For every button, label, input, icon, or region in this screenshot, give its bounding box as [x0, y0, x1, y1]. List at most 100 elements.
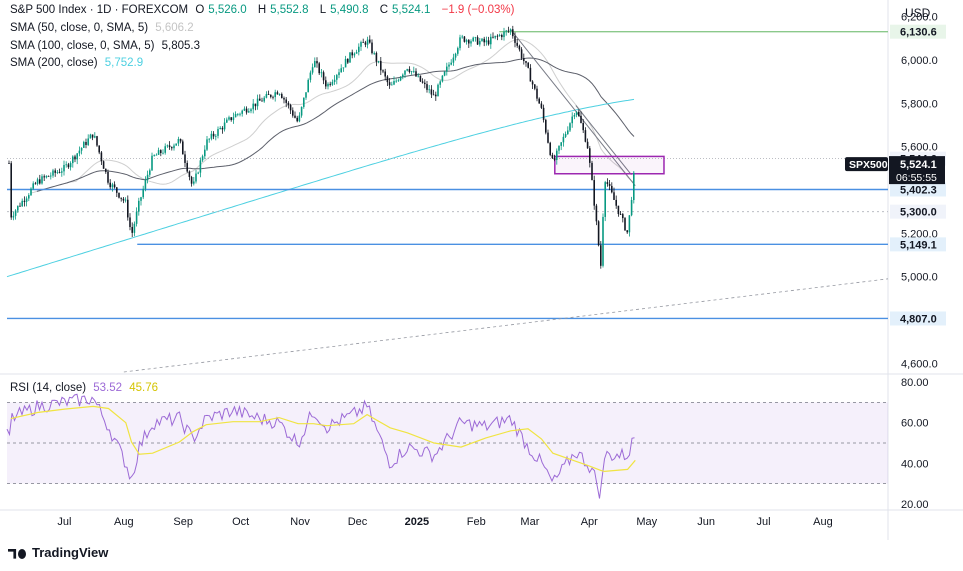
candle-body [21, 200, 23, 207]
sma100-legend[interactable]: SMA (100, close, 0, SMA, 5) 5,805.3 [10, 40, 201, 52]
level-label-bg [890, 24, 946, 39]
candle-body [487, 40, 490, 45]
candle-body [340, 68, 342, 73]
candle-body [54, 170, 56, 173]
candle-body [375, 52, 378, 62]
candle-body [520, 49, 523, 59]
candle-body [534, 84, 536, 89]
candle-body [212, 133, 215, 137]
candle-body [219, 127, 221, 130]
candle-body [138, 200, 140, 212]
time-tick-label: Jul [57, 516, 71, 528]
candle-body [492, 36, 494, 38]
candle-body [72, 156, 74, 164]
candle-body [322, 72, 325, 81]
candle-body [613, 192, 615, 200]
candle-body [206, 139, 208, 150]
candle-body [582, 123, 584, 131]
sma50-value: 5,606.2 [155, 22, 194, 34]
candle-body [362, 42, 364, 43]
candle-body [402, 74, 404, 77]
candle-body [107, 171, 109, 183]
downtrend-line[interactable] [510, 29, 636, 186]
candle-body [617, 205, 620, 215]
candle-body [292, 110, 294, 116]
change-value: −1.9 (−0.03%) [441, 4, 515, 16]
candle-body [94, 136, 96, 138]
candle-body [63, 165, 65, 172]
candle-body [243, 108, 246, 111]
rsi-value: 53.52 [93, 382, 123, 394]
candle-body [318, 63, 320, 74]
candle-body [373, 52, 375, 54]
candle-body [536, 88, 538, 99]
candle-body [56, 172, 59, 173]
candle-body [461, 36, 463, 38]
low-value: 5,490.8 [330, 4, 369, 16]
time-tick-label: Jun [697, 516, 715, 528]
time-tick-label: Oct [232, 516, 249, 528]
candle-body [241, 110, 243, 114]
candle-body [380, 60, 382, 71]
candle-body [215, 135, 217, 137]
candle-body [89, 134, 92, 139]
candle-body [329, 83, 331, 85]
candle-body [347, 58, 349, 63]
candle-body [437, 84, 439, 97]
candle-body [419, 75, 422, 82]
time-tick-label: Aug [114, 516, 134, 528]
candle-body [173, 145, 175, 149]
candle-body [133, 223, 136, 233]
candle-body [336, 75, 338, 80]
level-label-bg [890, 311, 946, 326]
candle-body [230, 117, 232, 121]
symbol-tag[interactable]: SPX500 [849, 159, 888, 171]
sma50-legend[interactable]: SMA (50, close, 0, SMA, 5) 5,606.2 [10, 22, 194, 34]
candle-body [553, 158, 556, 160]
rsi-tick-label: 40.00 [901, 458, 929, 470]
sma200-legend[interactable]: SMA (200, close) 5,752.9 [10, 57, 144, 69]
candle-body [217, 129, 219, 136]
bar-countdown: 06:55:55 [896, 172, 937, 184]
currency-label[interactable]: USD [905, 6, 931, 20]
tradingview-logo[interactable]: TradingView [8, 545, 108, 560]
price-tick-label: 6,000.0 [901, 55, 938, 67]
candle-body [43, 176, 45, 178]
downtrend-line-2[interactable] [575, 105, 632, 176]
candle-body [470, 41, 472, 44]
rsi-legend[interactable]: RSI (14, close) 53.52 45.76 [10, 382, 159, 394]
candle-body [144, 179, 147, 189]
symbol-tag-bg [845, 157, 888, 172]
candle-body [463, 36, 466, 42]
resistance-zone-box[interactable] [554, 155, 665, 175]
candle-body [208, 138, 210, 140]
candle-body [512, 29, 514, 37]
candle-body [606, 182, 609, 185]
candle-body [386, 76, 389, 83]
candle-body [424, 82, 426, 85]
candle-body [624, 218, 626, 231]
candle-body [571, 116, 573, 124]
candle-body [349, 52, 351, 63]
candle-body [593, 180, 595, 206]
candle-body [182, 141, 184, 155]
candle-body [331, 81, 334, 85]
candle-body [496, 35, 499, 37]
level-label: 4,807.0 [900, 313, 937, 325]
candle-body [531, 81, 534, 85]
price-tick-label: 4,600.0 [901, 358, 938, 370]
candle-body [36, 179, 39, 184]
long-term-trendline[interactable] [123, 278, 889, 373]
candle-body [432, 94, 435, 96]
candle-body [184, 154, 186, 163]
candle-body [116, 187, 118, 193]
candle-body [87, 138, 89, 145]
candle-body [41, 176, 43, 184]
candle-body [19, 205, 21, 207]
price-tick-label: 5,200.0 [901, 228, 938, 240]
candle-body [558, 145, 560, 151]
candle-body [34, 183, 37, 185]
level-label: 5,402.3 [900, 185, 937, 197]
rsi-ma-value: 45.76 [129, 382, 159, 394]
